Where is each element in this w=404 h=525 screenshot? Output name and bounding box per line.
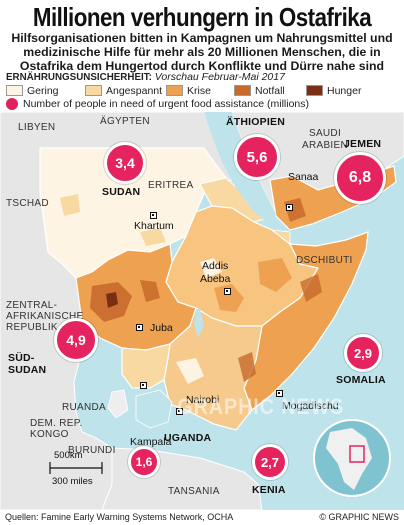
map: LIBYEN ÄGYPTEN SAUDI ARABIEN TSCHAD ERIT… [0, 111, 404, 511]
region-uganda [121, 343, 171, 389]
legend-label: Angespannt [106, 84, 163, 97]
legend-item-gering: Gering [6, 84, 59, 97]
capital-marker-sanaa [286, 204, 293, 211]
credit: © GRAPHIC NEWS [319, 512, 399, 522]
city-addis-abeba: Addis Abeba [200, 260, 231, 285]
label-aegypten: ÄGYPTEN [100, 116, 150, 127]
legend-swatch [6, 85, 23, 96]
bubble-sudan: 3,4 [104, 142, 146, 184]
label-aethiopien: ÄTHIOPIEN [226, 116, 285, 128]
label-tschad: TSCHAD [6, 198, 49, 209]
label-uganda: UGANDA [164, 432, 212, 444]
scale-km: 500km [54, 450, 83, 461]
globe-inset [313, 419, 391, 497]
label-kongo: DEM. REP. KONGO [30, 418, 83, 440]
insecurity-patches [60, 194, 322, 384]
label-ruanda: RUANDA [62, 402, 107, 413]
city-sanaa: Sanaa [288, 171, 319, 183]
city-khartum: Khartum [134, 220, 174, 232]
bubble-sued-sudan: 4,9 [54, 318, 98, 362]
watermark: GRAPHIC NEWS [177, 394, 345, 419]
legend-heading: ERNÄHRUNGSUNSICHERHEIT: Vorschau Februar… [6, 71, 285, 83]
legend-swatch [85, 85, 102, 96]
region-djibouti [270, 229, 291, 245]
legend-circle-label: Number of people in need of urgent food … [23, 98, 309, 110]
label-burundi: BURUNDI [68, 445, 116, 456]
legend-swatch [234, 85, 251, 96]
label-jemen: JEMEN [344, 138, 382, 150]
patch-notfall [300, 274, 322, 302]
legend-swatch [166, 85, 183, 96]
capital-marker-addis [224, 288, 231, 295]
patch-krise [214, 284, 244, 312]
patch-notfall [238, 352, 256, 382]
bubble-kenia: 2,7 [252, 444, 288, 480]
scale-miles: 300 miles [52, 476, 93, 487]
subtitle: Hilfsorganisationen bitten in Kampagnen … [11, 31, 393, 73]
label-kenia: KENIA [252, 484, 286, 496]
city-nairobi: Nairobi [186, 394, 220, 406]
label-zar: ZENTRAL- AFRIKANISCHE REPUBLIK [6, 300, 84, 333]
city-mogadischu: Mogadischu [282, 400, 339, 412]
patch-gering [200, 258, 222, 278]
legend-label: Notfall [255, 84, 285, 97]
label-sued-sudan: SÜD- SUDAN [8, 352, 47, 376]
lake-turkana [194, 308, 204, 338]
bubble-uganda: 1,6 [128, 446, 160, 478]
legend-item-notfall: Notfall [234, 84, 285, 97]
patch-gering [176, 358, 204, 384]
label-eritrea: ERITREA [148, 180, 194, 191]
patch-angespannt [140, 228, 166, 246]
legend-circle-item: Number of people in need of urgent food … [6, 98, 309, 110]
label-dschibuti: DSCHIBUTI [296, 255, 353, 266]
patch-notfall [140, 280, 160, 302]
city-kampala: Kampala [130, 436, 172, 448]
capital-marker-nairobi [176, 408, 183, 415]
capital-marker-mogadischu [276, 390, 283, 397]
capital-marker-khartum [150, 212, 157, 219]
bubble-somalia: 2,9 [344, 334, 382, 372]
scale-bar [49, 462, 103, 474]
capital-marker-juba [136, 324, 143, 331]
region-south-sudan [75, 243, 197, 351]
legend-item-angespannt: Angespannt [85, 84, 162, 97]
lake-victoria [135, 389, 173, 429]
footer: Quellen: Famine Early Warning Systems Ne… [5, 510, 399, 524]
source-note: Quellen: Famine Early Warning Systems Ne… [5, 512, 234, 522]
legend-item-hunger: Hunger [306, 84, 361, 97]
label-tansania: TANSANIA [168, 486, 220, 497]
label-sudan: SUDAN [102, 186, 141, 198]
legend-label: Krise [187, 84, 211, 97]
city-juba: Juba [150, 322, 173, 334]
patch-krise [258, 258, 292, 292]
legend-circle-icon [6, 98, 18, 110]
label-saudi-arabien: SAUDI ARABIEN [302, 128, 349, 151]
label-somalia: SOMALIA [336, 374, 386, 386]
legend-label: Gering [27, 84, 59, 97]
bubble-aethiopien: 5,6 [234, 134, 280, 180]
region-somalia [243, 231, 369, 411]
patch-hunger [106, 292, 118, 308]
capital-marker-kampala [140, 382, 147, 389]
legend-title: ERNÄHRUNGSUNSICHERHEIT: [6, 72, 152, 83]
patch-angespannt [60, 194, 80, 216]
bubble-jemen: 6,8 [334, 152, 386, 204]
legend-swatch [306, 85, 323, 96]
legend-subtitle: Vorschau Februar-Mai 2017 [154, 71, 285, 83]
legend-label: Hunger [327, 84, 362, 97]
label-libyen: LIBYEN [18, 122, 56, 133]
legend-item-krise: Krise [166, 84, 211, 97]
page-title: Millionen verhungern in Ostafrika [32, 2, 372, 32]
region-rwanda-burundi [107, 389, 129, 419]
